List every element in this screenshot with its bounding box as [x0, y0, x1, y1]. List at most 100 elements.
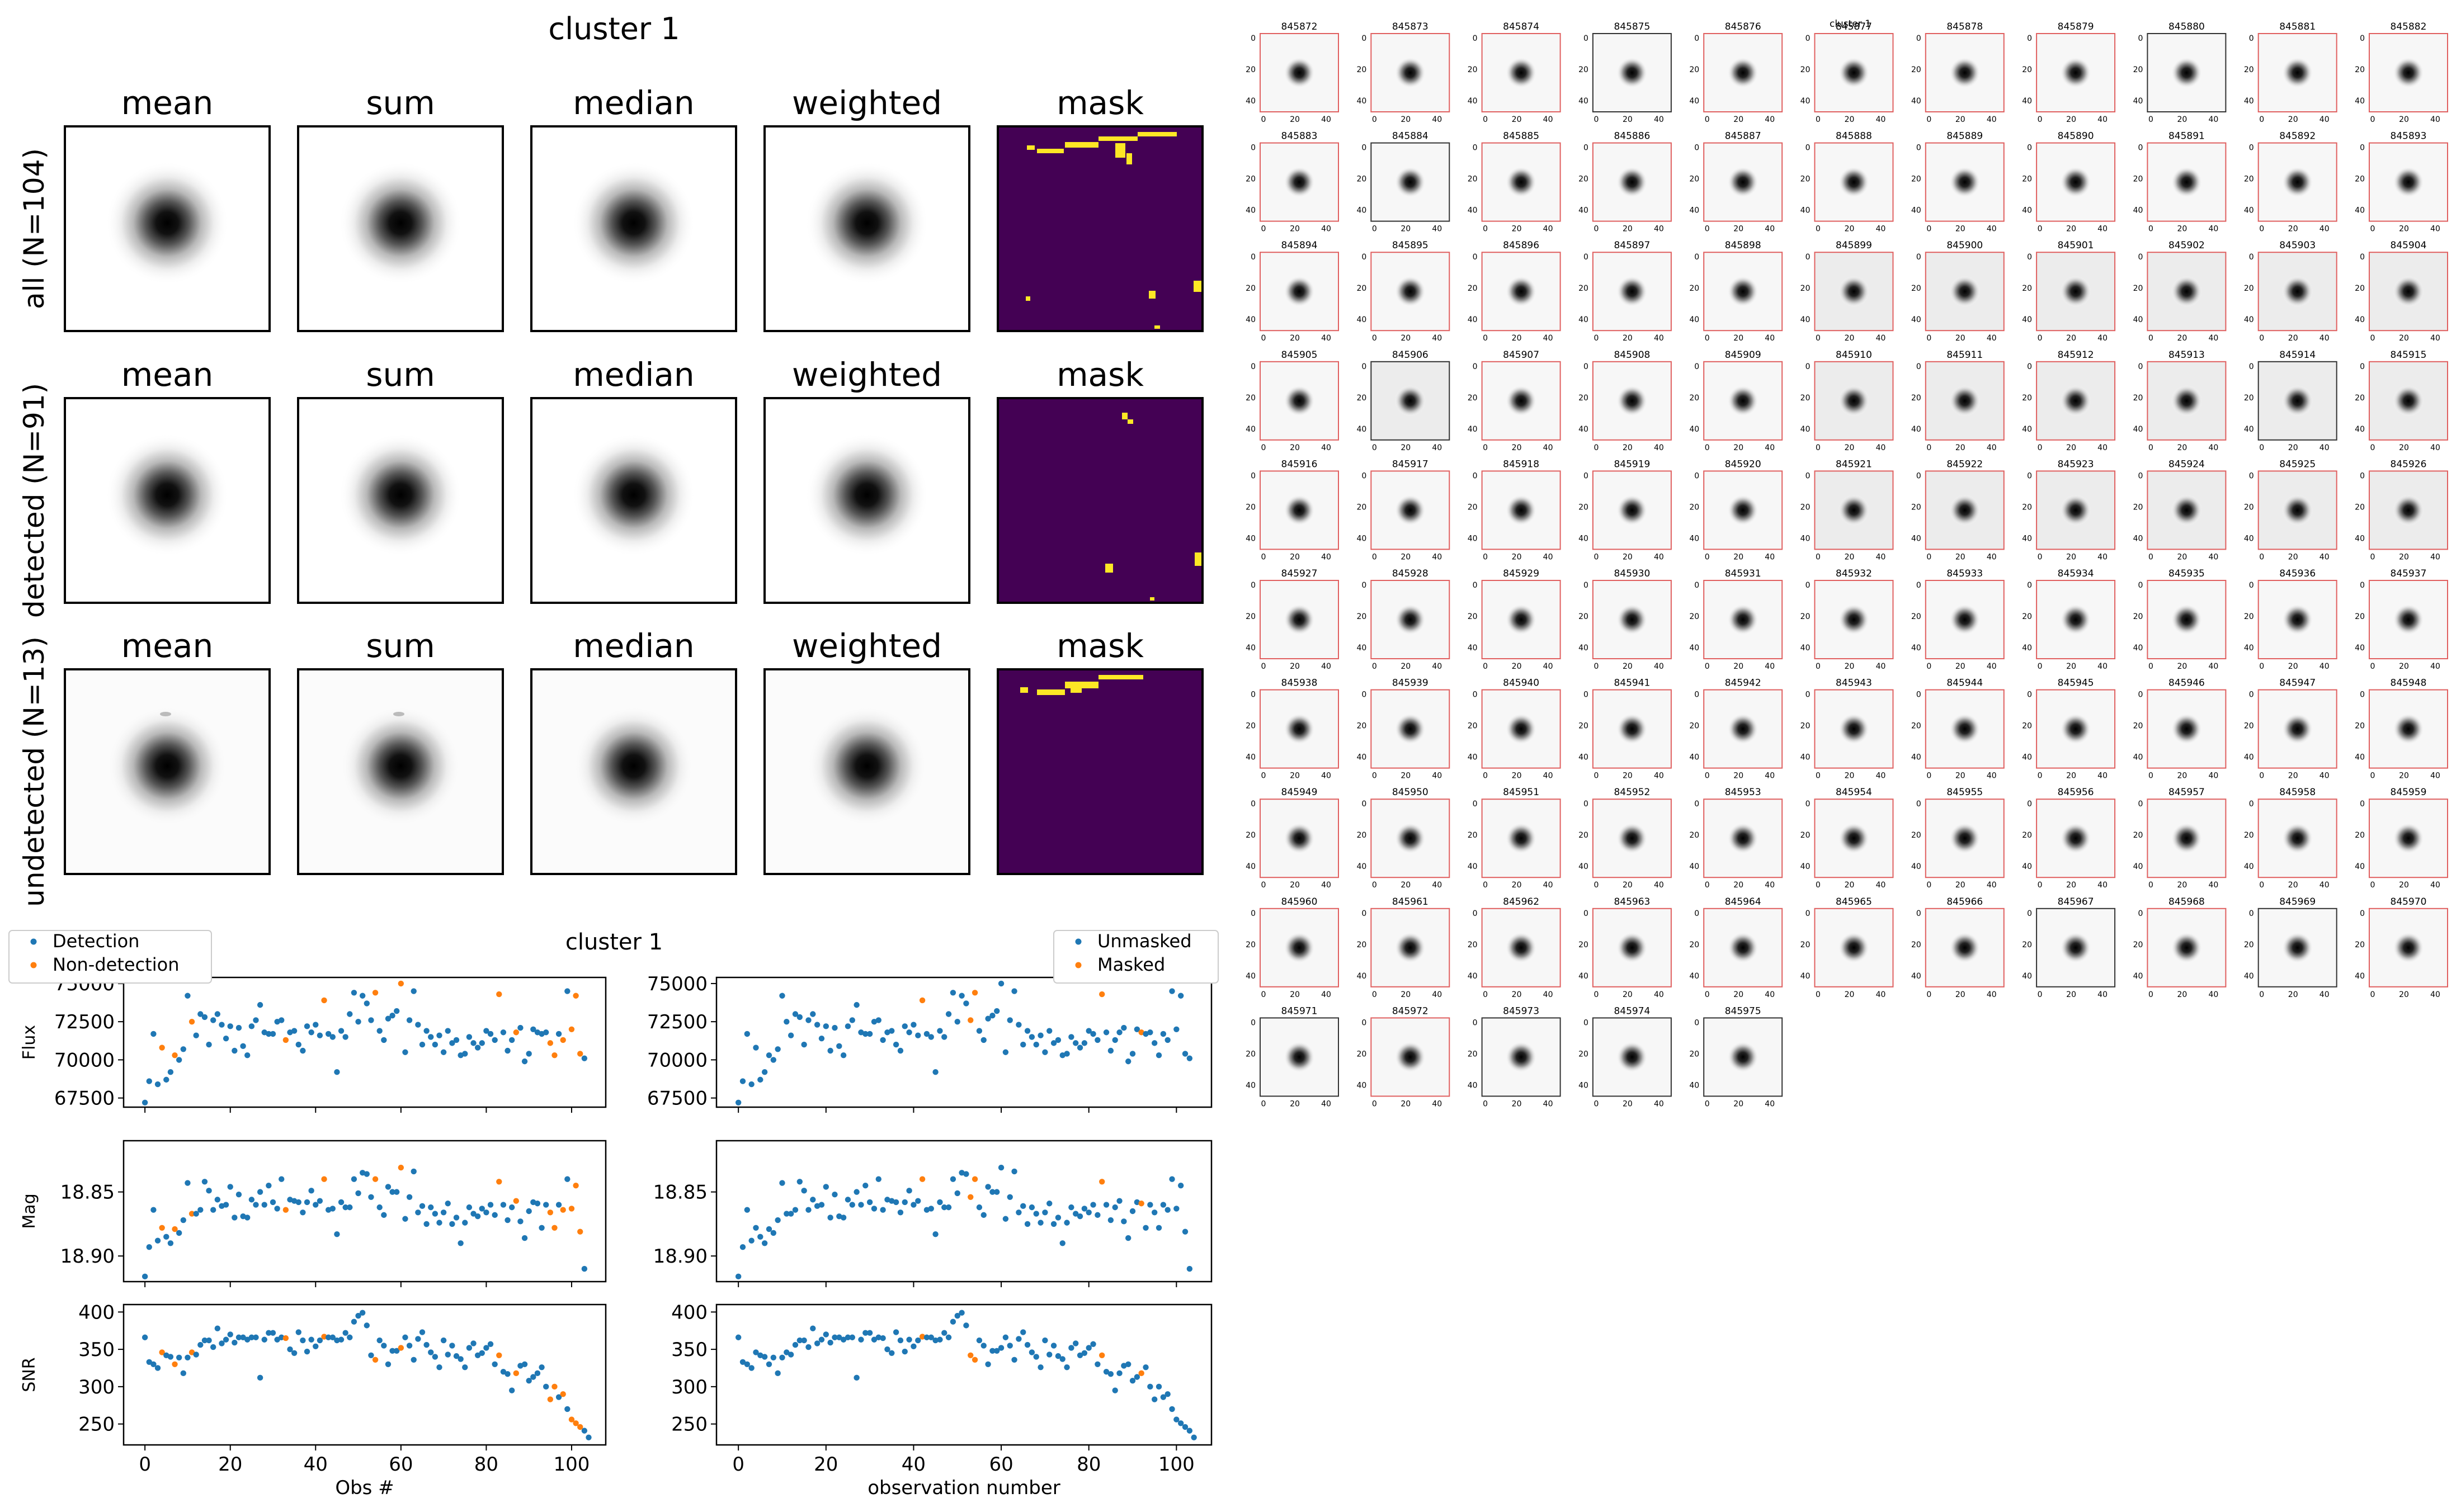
- primary-point: [810, 1011, 816, 1017]
- primary-point: [989, 1013, 996, 1019]
- primary-point: [1169, 1406, 1175, 1412]
- primary-point: [329, 1334, 336, 1340]
- primary-point: [739, 1078, 746, 1084]
- primary-point: [941, 1330, 947, 1336]
- cutout-frame: [530, 668, 737, 875]
- primary-point: [897, 1047, 904, 1054]
- thumbnail-x-tick: 20: [1845, 115, 1855, 124]
- column-title: sum: [366, 84, 435, 122]
- psf-blob: [106, 433, 229, 556]
- thumbnail-star: [1949, 494, 1981, 526]
- thumbnail-label: 845934: [2058, 568, 2094, 579]
- primary-point: [295, 1041, 301, 1048]
- primary-point: [479, 1350, 485, 1356]
- primary-point: [526, 1051, 532, 1057]
- thumbnail-y-tick: 40: [2355, 425, 2365, 434]
- primary-point: [210, 1017, 216, 1023]
- primary-point: [415, 1336, 421, 1342]
- thumbnail-label: 845927: [1281, 568, 1318, 579]
- primary-point: [963, 1171, 969, 1177]
- primary-point: [385, 1361, 392, 1368]
- thumbnail-star: [1394, 385, 1426, 417]
- secondary-point: [513, 1029, 520, 1036]
- thumbnail-x-tick: 20: [2066, 225, 2076, 234]
- primary-point: [911, 1202, 917, 1208]
- thumbnail-label: 845957: [2168, 787, 2205, 798]
- thumbnail-y-tick: 40: [1246, 206, 1256, 215]
- thumbnail-y-tick: 40: [1800, 97, 1811, 106]
- thumbnail-star: [2171, 823, 2203, 854]
- thumbnail-x-tick: 0: [2038, 115, 2043, 124]
- thumbnail-x-tick: 20: [1845, 881, 1855, 890]
- primary-point: [440, 1049, 447, 1055]
- thumbnail-x-tick: 20: [1401, 115, 1411, 124]
- thumbnail-y-tick: 20: [1356, 175, 1366, 184]
- thumbnail-x-tick: 20: [2066, 552, 2076, 561]
- primary-point: [534, 1370, 541, 1377]
- thumbnail-y-tick: 0: [2138, 362, 2143, 371]
- thumbnail-y-tick: 20: [2355, 722, 2365, 731]
- secondary-point: [496, 1179, 502, 1185]
- thumbnail-y-tick: 0: [1805, 800, 1811, 809]
- primary-point: [436, 1364, 442, 1371]
- secondary-point: [551, 1383, 558, 1390]
- thumbnail-x-tick: 40: [2097, 443, 2108, 452]
- thumbnail-x-tick: 0: [1483, 334, 1488, 343]
- primary-point: [1046, 1028, 1053, 1034]
- thumbnail-label: 845922: [1946, 459, 1983, 470]
- primary-point: [1143, 1031, 1149, 1037]
- primary-point: [875, 1017, 881, 1023]
- x-tick-label: 20: [218, 1453, 242, 1476]
- thumbnail-y-tick: 40: [2244, 753, 2254, 762]
- thumbnail-y-tick: 0: [1694, 362, 1699, 371]
- primary-point: [976, 1204, 983, 1211]
- thumbnail-y-tick: 40: [1911, 97, 1921, 106]
- thumbnail-x-tick: 20: [1401, 662, 1411, 671]
- thumbnail-x-tick: 0: [2038, 552, 2043, 561]
- primary-point: [932, 1069, 939, 1075]
- thumbnail-y-tick: 0: [1583, 144, 1588, 153]
- thumbnail-x-tick: 20: [1512, 334, 1522, 343]
- thumbnail-y-tick: 20: [1800, 284, 1811, 293]
- y-tick-label: 67500: [647, 1088, 708, 1110]
- secondary-point: [188, 1349, 195, 1355]
- primary-point: [214, 1325, 221, 1331]
- thumbnail-x-tick: 20: [2288, 772, 2298, 781]
- primary-point: [232, 1215, 238, 1221]
- thumbnail-x-tick: 40: [2430, 334, 2440, 343]
- primary-point: [1033, 1354, 1039, 1360]
- primary-point: [1090, 1031, 1096, 1037]
- thumbnail-label: 845942: [1725, 678, 1761, 689]
- thumbnail-x-tick: 0: [1816, 552, 1821, 561]
- thumbnail-y-tick: 0: [1805, 144, 1811, 153]
- primary-point: [959, 1310, 965, 1316]
- primary-point: [351, 990, 357, 996]
- primary-point: [862, 1330, 869, 1336]
- thumbnail-star: [1616, 276, 1648, 308]
- thumbnail-x-tick: 20: [2399, 990, 2409, 999]
- primary-point: [338, 1336, 345, 1343]
- x-tick-label: 60: [389, 1453, 413, 1476]
- thumbnail-star: [2060, 713, 2092, 745]
- thumbnail-x-tick: 0: [2259, 443, 2264, 452]
- primary-point: [836, 1213, 842, 1220]
- thumbnail-y-tick: 0: [2138, 34, 2143, 43]
- primary-point: [530, 1374, 536, 1380]
- thumbnail-star: [1284, 385, 1315, 417]
- thumbnail-x-tick: 0: [2148, 772, 2153, 781]
- y-tick-label: 72500: [647, 1011, 708, 1033]
- thumbnail-x-tick: 40: [1765, 443, 1775, 452]
- thumbnail-y-tick: 40: [1246, 534, 1256, 543]
- thumbnail-x-tick: 20: [2177, 772, 2187, 781]
- thumbnail-x-tick: 20: [1955, 225, 1965, 234]
- primary-point: [1156, 1383, 1162, 1390]
- primary-point: [1068, 1204, 1074, 1211]
- primary-point: [517, 1024, 524, 1031]
- thumbnail-y-tick: 40: [1578, 753, 1588, 762]
- primary-point: [347, 1204, 353, 1211]
- thumbnail-star: [1505, 932, 1537, 963]
- thumbnail-x-tick: 0: [1483, 990, 1488, 999]
- thumbnail-x-tick: 0: [1705, 881, 1710, 890]
- thumbnail-x-tick: 40: [1543, 1099, 1553, 1108]
- thumbnail-y-tick: 40: [1800, 425, 1811, 434]
